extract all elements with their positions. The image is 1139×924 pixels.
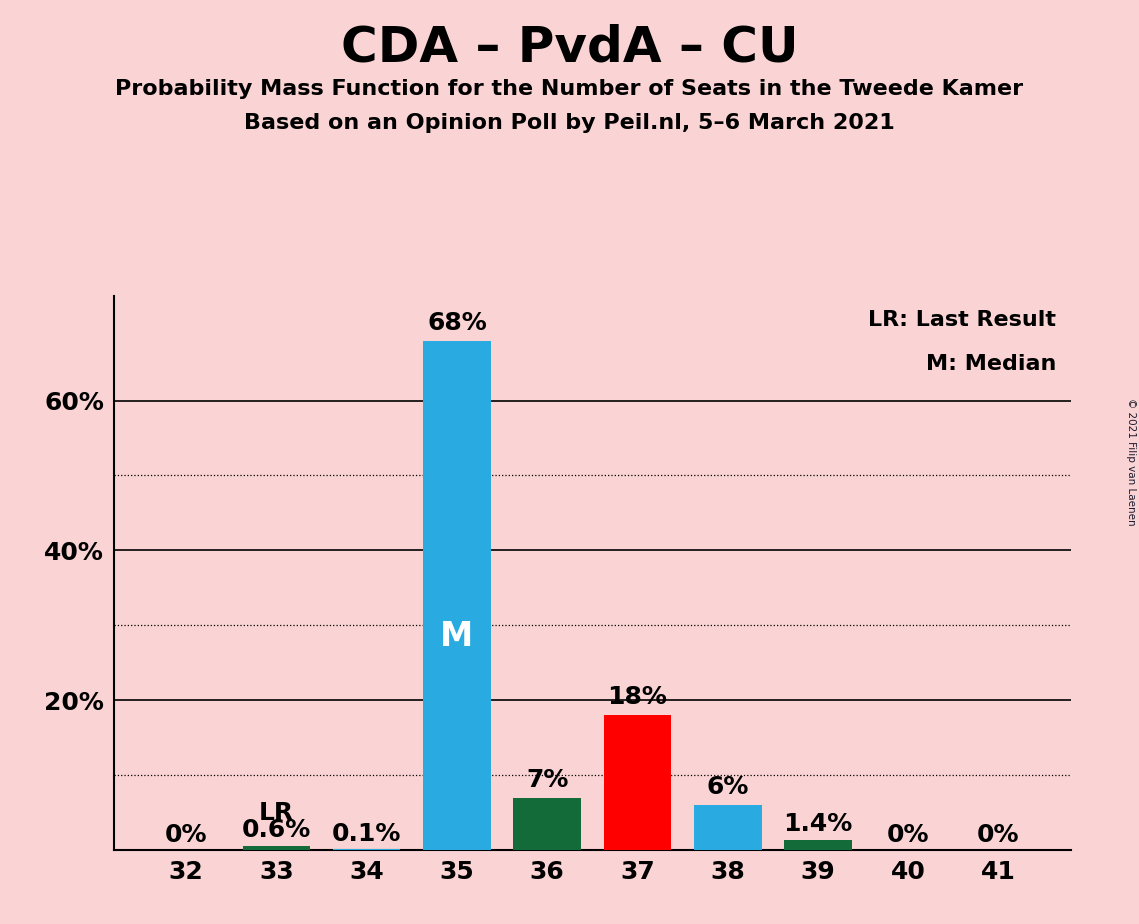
Text: 68%: 68% <box>427 310 486 334</box>
Text: CDA – PvdA – CU: CDA – PvdA – CU <box>341 23 798 71</box>
Text: LR: LR <box>259 800 294 824</box>
Text: LR: Last Result: LR: Last Result <box>868 310 1056 330</box>
Text: M: Median: M: Median <box>926 354 1056 374</box>
Bar <box>514 797 581 850</box>
Text: 0.6%: 0.6% <box>241 818 311 842</box>
Bar <box>694 805 762 850</box>
Text: 0%: 0% <box>165 823 207 847</box>
Text: Based on an Opinion Poll by Peil.nl, 5–6 March 2021: Based on an Opinion Poll by Peil.nl, 5–6… <box>244 113 895 133</box>
Bar <box>604 715 671 850</box>
Text: 0.1%: 0.1% <box>331 821 401 845</box>
Text: M: M <box>441 620 474 652</box>
Text: 0%: 0% <box>977 823 1019 847</box>
Bar <box>423 341 491 850</box>
Bar <box>784 840 852 850</box>
Text: © 2021 Filip van Laenen: © 2021 Filip van Laenen <box>1126 398 1136 526</box>
Text: 6%: 6% <box>706 775 748 799</box>
Bar <box>243 845 310 850</box>
Text: 18%: 18% <box>607 686 667 710</box>
Text: 1.4%: 1.4% <box>784 812 853 836</box>
Text: 0%: 0% <box>887 823 929 847</box>
Text: Probability Mass Function for the Number of Seats in the Tweede Kamer: Probability Mass Function for the Number… <box>115 79 1024 99</box>
Text: 7%: 7% <box>526 768 568 792</box>
